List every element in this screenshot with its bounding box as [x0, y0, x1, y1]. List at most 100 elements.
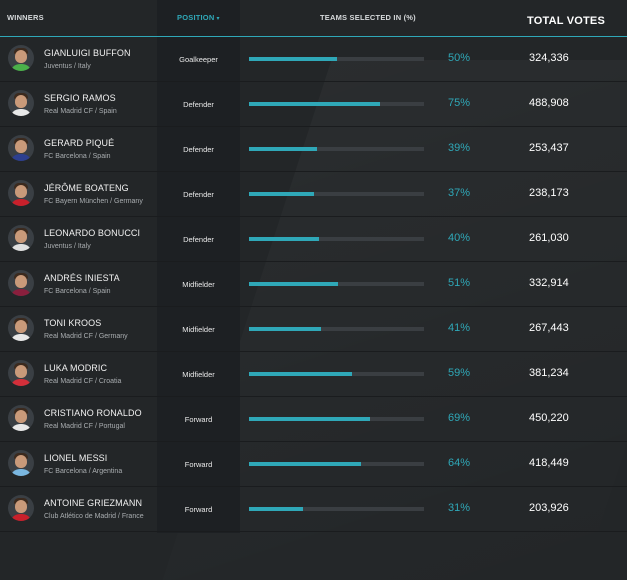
player-avatar: [8, 180, 34, 206]
player-avatar: [8, 225, 34, 251]
total-votes: 450,220: [529, 412, 569, 424]
table-row[interactable]: CRISTIANO RONALDO Real Madrid CF / Portu…: [0, 397, 627, 442]
player-club: FC Bayern München / Germany: [44, 198, 143, 205]
player-name: ANDRÉS INIESTA: [44, 273, 120, 283]
table-row[interactable]: ANTOINE GRIEZMANN Club Atlético de Madri…: [0, 487, 627, 532]
total-votes: 324,336: [529, 52, 569, 64]
player-club: Juventus / Italy: [44, 63, 91, 70]
selection-bar: [249, 192, 424, 196]
table-row[interactable]: ANDRÉS INIESTA FC Barcelona / Spain Midf…: [0, 262, 627, 307]
position-column-highlight: [157, 0, 240, 533]
selection-bar-fill: [249, 462, 361, 466]
selection-bar: [249, 507, 424, 511]
player-position: Midfielder: [182, 370, 215, 379]
table-row[interactable]: TONI KROOS Real Madrid CF / Germany Midf…: [0, 307, 627, 352]
selection-bar-fill: [249, 372, 353, 376]
selection-percent: 50%: [448, 52, 471, 64]
player-name: JÉRÔME BOATENG: [44, 183, 129, 193]
player-avatar: [8, 360, 34, 386]
player-avatar: [8, 90, 34, 116]
player-club: Real Madrid CF / Spain: [44, 108, 117, 115]
player-avatar: [8, 495, 34, 521]
table-row[interactable]: JÉRÔME BOATENG FC Bayern München / Germa…: [0, 172, 627, 217]
selection-bar-fill: [249, 57, 337, 61]
player-position: Defender: [183, 145, 214, 154]
selection-percent: 59%: [448, 367, 471, 379]
player-name: LUKA MODRIC: [44, 363, 108, 373]
player-club: Juventus / Italy: [44, 243, 91, 250]
selection-percent: 51%: [448, 277, 471, 289]
player-position: Midfielder: [182, 280, 215, 289]
players-table: GIANLUIGI BUFFON Juventus / Italy Goalke…: [0, 37, 627, 532]
selection-bar: [249, 102, 424, 106]
player-avatar: [8, 405, 34, 431]
selection-bar-fill: [249, 417, 370, 421]
selection-bar-fill: [249, 327, 321, 331]
selection-bar-fill: [249, 507, 304, 511]
table-row[interactable]: GERARD PIQUÉ FC Barcelona / Spain Defend…: [0, 127, 627, 172]
selection-bar-fill: [249, 192, 314, 196]
player-avatar: [8, 45, 34, 71]
player-name: CRISTIANO RONALDO: [44, 408, 142, 418]
player-name: LIONEL MESSI: [44, 453, 108, 463]
total-votes: 238,173: [529, 187, 569, 199]
chevron-down-icon: ▾: [216, 16, 220, 22]
header-position-sort[interactable]: POSITION ▾: [177, 13, 220, 22]
player-position: Forward: [184, 415, 213, 424]
selection-percent: 37%: [448, 187, 471, 199]
player-position: Defender: [183, 100, 214, 109]
player-name: GIANLUIGI BUFFON: [44, 48, 131, 58]
table-row[interactable]: GIANLUIGI BUFFON Juventus / Italy Goalke…: [0, 37, 627, 82]
player-club: FC Barcelona / Spain: [44, 153, 111, 160]
player-club: FC Barcelona / Argentina: [44, 468, 123, 475]
player-name: SERGIO RAMOS: [44, 93, 116, 103]
selection-bar: [249, 327, 424, 331]
selection-percent: 41%: [448, 322, 471, 334]
header-total-votes: TOTAL VOTES: [527, 15, 605, 27]
player-position: Goalkeeper: [179, 55, 218, 64]
total-votes: 488,908: [529, 97, 569, 109]
selection-bar-fill: [249, 147, 318, 151]
selection-bar-fill: [249, 237, 319, 241]
player-avatar: [8, 270, 34, 296]
total-votes: 203,926: [529, 502, 569, 514]
selection-percent: 64%: [448, 457, 471, 469]
total-votes: 253,437: [529, 142, 569, 154]
total-votes: 381,234: [529, 367, 569, 379]
player-position: Forward: [184, 460, 213, 469]
selection-bar: [249, 147, 424, 151]
player-avatar: [8, 135, 34, 161]
player-name: LEONARDO BONUCCI: [44, 228, 141, 238]
selection-bar: [249, 237, 424, 241]
total-votes: 332,914: [529, 277, 569, 289]
player-position: Midfielder: [182, 325, 215, 334]
player-club: Club Atlético de Madrid / France: [44, 513, 144, 520]
player-position: Defender: [183, 190, 214, 199]
header-winners: WINNERS: [7, 13, 44, 22]
player-avatar: [8, 450, 34, 476]
selection-bar: [249, 282, 424, 286]
selection-bar-fill: [249, 102, 381, 106]
player-club: FC Barcelona / Spain: [44, 288, 111, 295]
table-row[interactable]: SERGIO RAMOS Real Madrid CF / Spain Defe…: [0, 82, 627, 127]
selection-percent: 40%: [448, 232, 471, 244]
player-name: ANTOINE GRIEZMANN: [44, 498, 143, 508]
selection-bar: [249, 372, 424, 376]
table-header: WINNERS POSITION ▾ TEAMS SELECTED IN (%) …: [0, 0, 627, 37]
player-name: GERARD PIQUÉ: [44, 138, 115, 148]
player-position: Forward: [184, 505, 213, 514]
selection-bar: [249, 462, 424, 466]
table-row[interactable]: LIONEL MESSI FC Barcelona / Argentina Fo…: [0, 442, 627, 487]
selection-percent: 75%: [448, 97, 471, 109]
total-votes: 261,030: [529, 232, 569, 244]
selection-bar: [249, 417, 424, 421]
table-row[interactable]: LUKA MODRIC Real Madrid CF / Croatia Mid…: [0, 352, 627, 397]
player-avatar: [8, 315, 34, 341]
table-row[interactable]: LEONARDO BONUCCI Juventus / Italy Defend…: [0, 217, 627, 262]
total-votes: 267,443: [529, 322, 569, 334]
player-name: TONI KROOS: [44, 318, 102, 328]
player-position: Defender: [183, 235, 214, 244]
selection-bar-fill: [249, 282, 339, 286]
total-votes: 418,449: [529, 457, 569, 469]
selection-percent: 69%: [448, 412, 471, 424]
